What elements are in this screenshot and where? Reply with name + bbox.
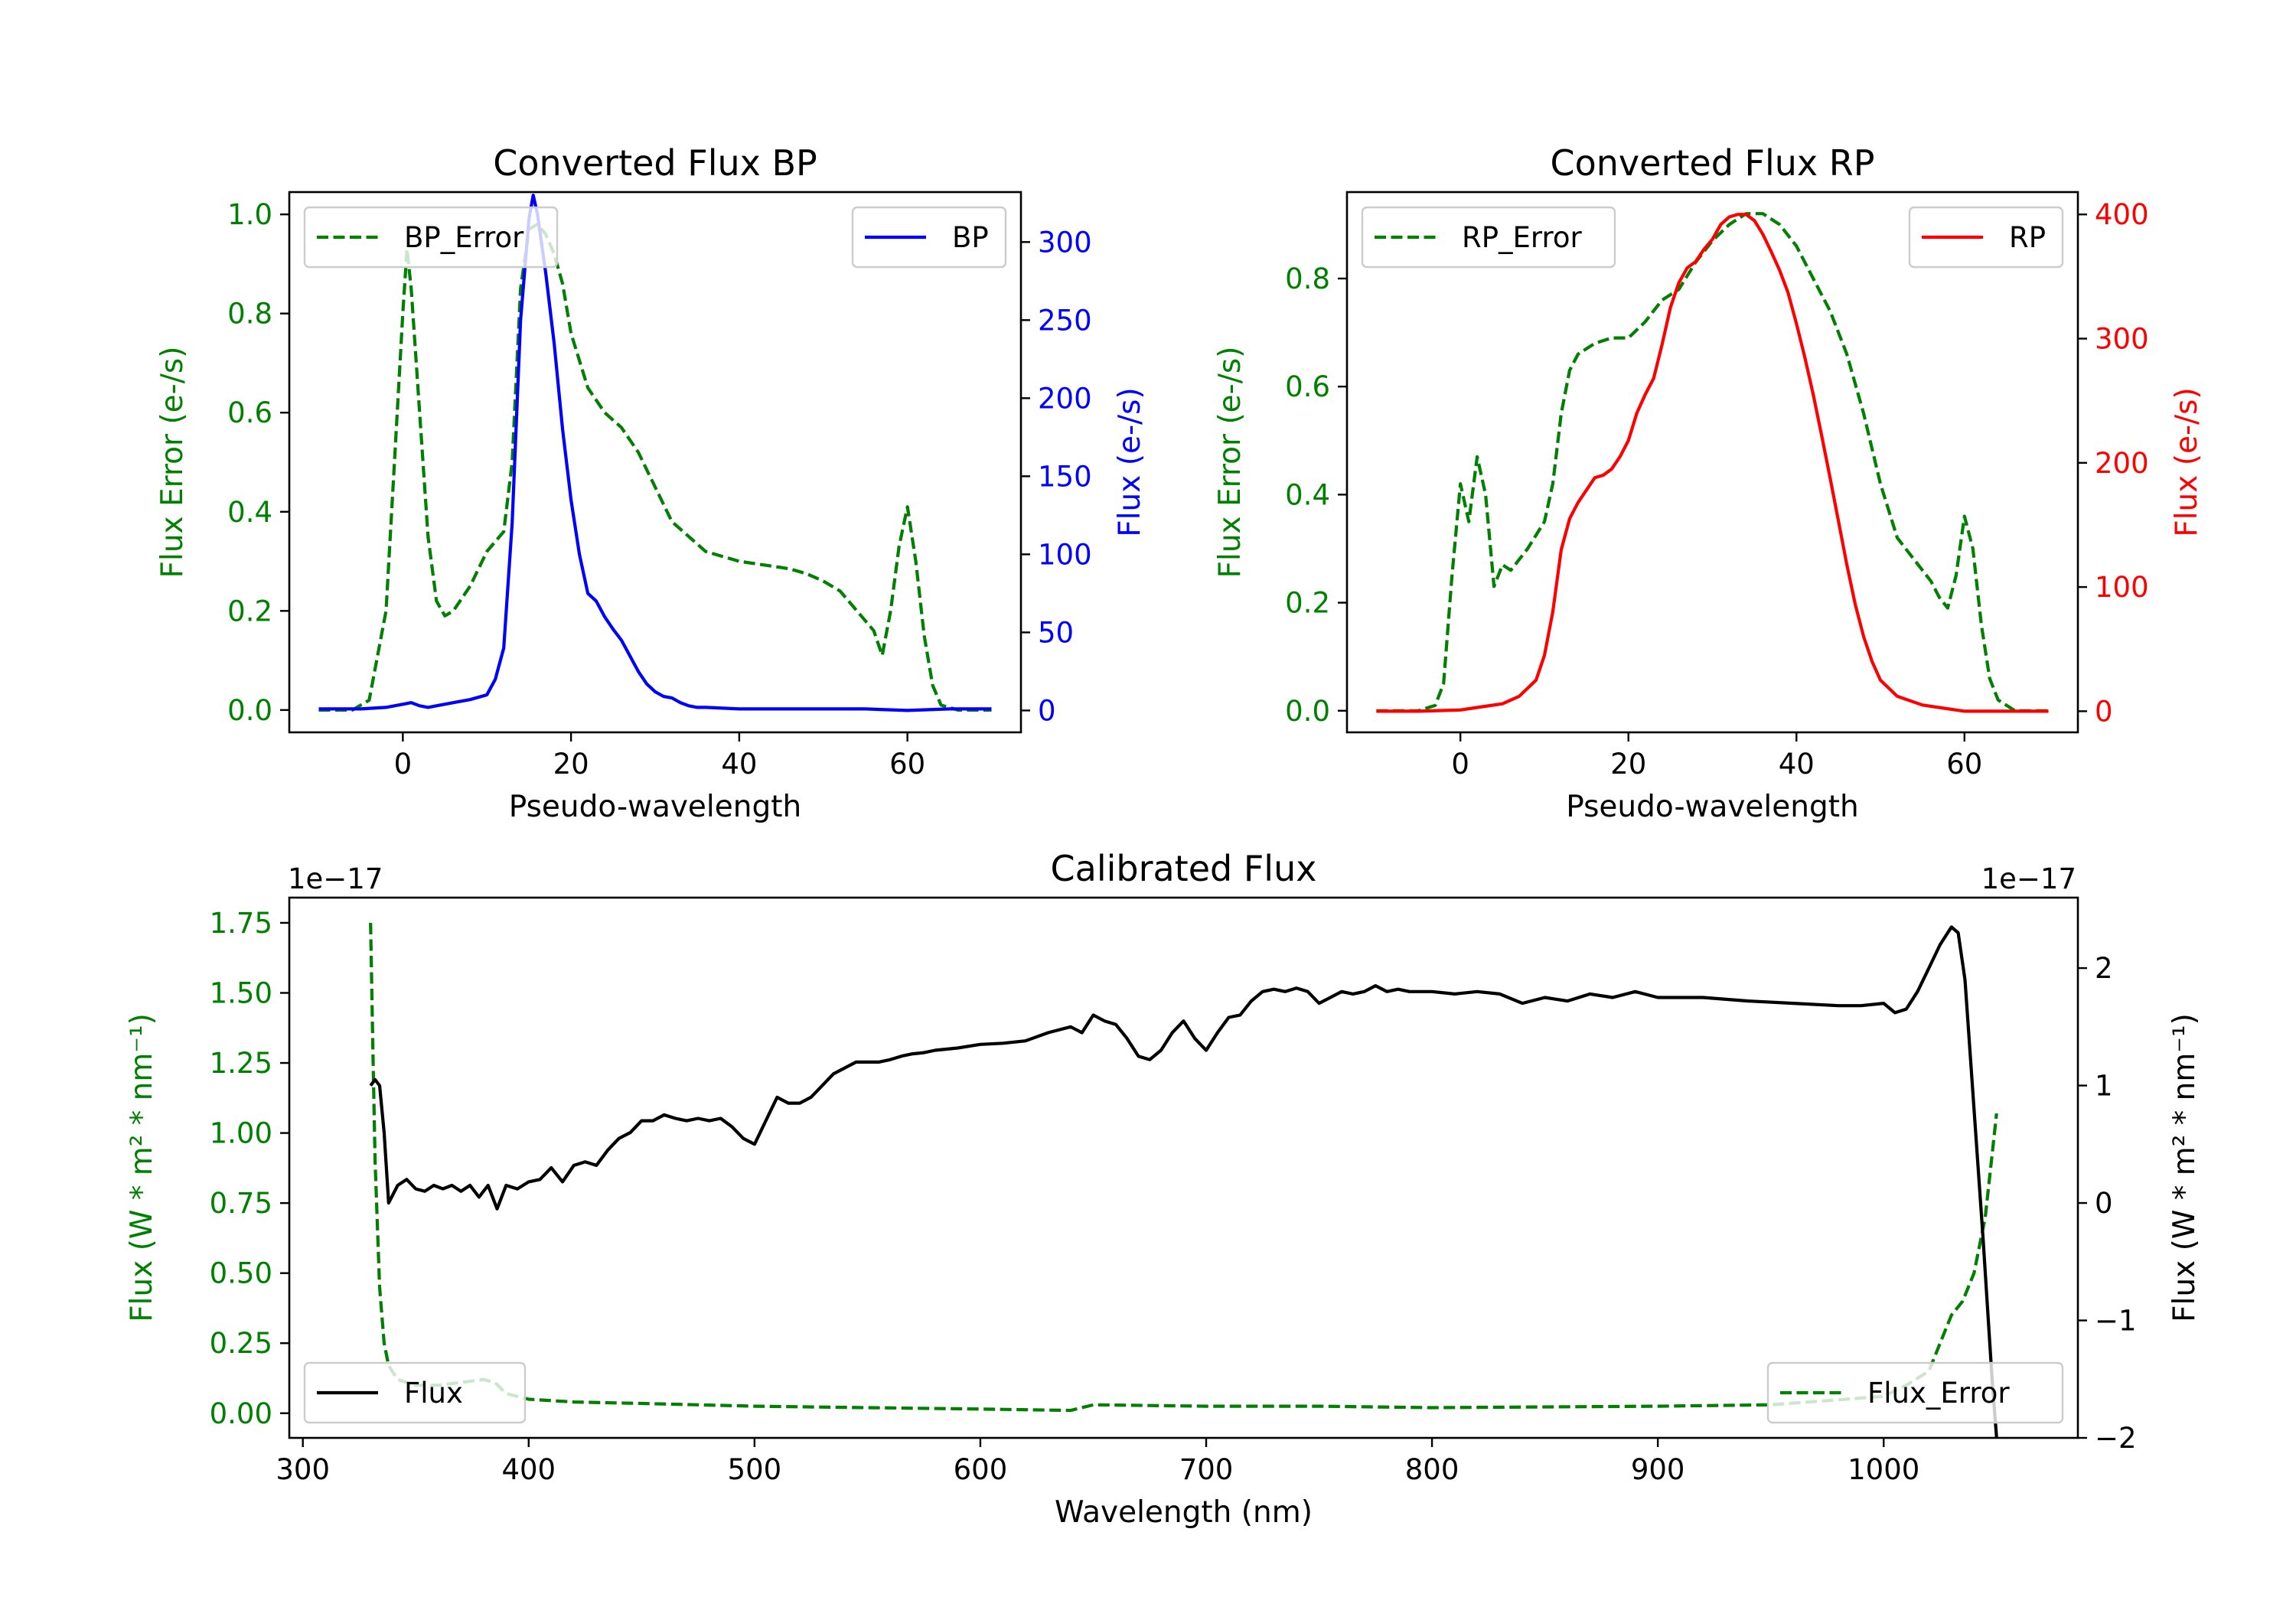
right-tick-label: 300 [2095,323,2149,356]
left-tick-label: 0.0 [227,694,272,727]
legend-left: BP_Error [303,206,559,269]
x-axis-label: Wavelength (nm) [1055,1495,1313,1530]
left-tick-label: 0.2 [1285,587,1330,620]
left-tick-label: 0.4 [227,496,272,529]
chart-title: Converted Flux RP [1551,142,1875,184]
x-tick-label: 500 [728,1453,782,1486]
right-tick-label: 150 [1038,460,1092,493]
right-tick-label: 400 [2095,198,2149,231]
left-tick-label: 0.75 [210,1187,272,1220]
legend-right: RP [1908,206,2064,269]
x-tick-label: 400 [501,1453,556,1486]
left-offset-text: 1e−17 [288,862,383,895]
x-tick-label: 20 [553,748,589,781]
right-tick-label: 200 [1038,382,1092,415]
legend-label: Flux [404,1377,463,1410]
chart-title: Calibrated Flux [1051,848,1317,889]
right-tick-label: 100 [2095,571,2149,604]
series-line-bp-error [318,223,992,712]
x-tick-label: 700 [1179,1453,1234,1486]
right-tick-label: 250 [1038,304,1092,337]
left-tick-label: 0.8 [227,298,272,331]
left-tick-label: 0.2 [227,595,272,627]
right-offset-text: 1e−17 [1981,862,2076,895]
left-axis-label: Flux Error (e-/s) [1213,347,1247,579]
x-axis-label: Pseudo-wavelength [509,790,801,824]
right-tick-label: 50 [1038,616,1074,649]
x-tick-label: 1000 [1848,1453,1919,1486]
right-tick-label: 0 [1038,694,1056,727]
left-tick-label: 0.0 [1285,695,1330,728]
series-line-rp [1376,213,2049,713]
right-tick-label: 0 [2095,695,2113,728]
legend-label: BP_Error [404,221,524,254]
right-tick-label: 0 [2095,1187,2113,1220]
right-tick-label: 300 [1038,226,1092,259]
chart-bp: 0 20 40 60 0.0 0.2 0.4 0.6 0.8 1.0 0 50 100 150 200 250… [155,142,1147,824]
left-tick-label: 0.50 [210,1257,272,1290]
legend-label: RP_Error [1462,221,1582,254]
left-tick-label: 0.6 [1285,370,1330,403]
legend-left: RP_Error [1361,206,1616,269]
right-axis-label: Flux (W * m² * nm⁻¹) [2167,1013,2202,1322]
legend-box [851,206,1007,269]
series-line-flux [369,925,1998,1438]
legend-right: Flux_Error [1766,1361,2064,1424]
x-tick-label: 60 [1946,748,1982,781]
chart-calibrated: 300 400 500 600 700 800 900 1000 0.00 0.25 0.50 0.7… [125,848,2202,1530]
x-tick-label: 300 [276,1453,330,1486]
x-tick-label: 40 [721,748,757,781]
left-tick-label: 0.8 [1285,262,1330,295]
legend-label: BP [952,221,989,254]
series-line-bp [318,194,992,712]
series-line-flux-error [369,922,1998,1413]
x-tick-label: 900 [1631,1453,1685,1486]
x-axis-label: Pseudo-wavelength [1566,790,1858,824]
series-line-rp-error [1376,212,2049,712]
legend-box [303,1361,527,1424]
chart-title: Converted Flux BP [493,142,817,184]
left-axis-label: Flux (W * m² * nm⁻¹) [125,1013,159,1322]
x-tick-label: 600 [954,1453,1008,1486]
left-tick-label: 1.00 [210,1117,272,1150]
legend-box [1361,206,1616,269]
x-tick-label: 800 [1405,1453,1459,1486]
right-tick-label: 100 [1038,538,1092,571]
left-tick-label: 0.00 [210,1397,272,1430]
left-tick-label: 1.50 [210,977,272,1010]
right-axis-label: Flux (e-/s) [2170,387,2204,536]
left-tick-label: 0.25 [210,1327,272,1360]
right-tick-label: 1 [2095,1070,2113,1103]
right-tick-label: −1 [2095,1305,2137,1338]
chart-rp: 0 20 40 60 0.0 0.2 0.4 0.6 0.8 0 100 200 300 400 Conve… [1213,142,2204,824]
left-tick-label: 1.25 [210,1047,272,1080]
legend-label: RP [2009,221,2046,254]
plot-frame [288,896,2079,1439]
left-tick-label: 1.75 [210,907,272,940]
x-tick-label: 60 [889,748,925,781]
right-tick-label: 200 [2095,447,2149,480]
left-tick-label: 0.6 [227,396,272,429]
legend-right: BP [851,206,1007,269]
left-tick-label: 1.0 [227,198,272,231]
legend-left: Flux [303,1361,527,1424]
legend-box [1908,206,2064,269]
plot-frame [1345,191,2079,734]
x-tick-label: 20 [1610,748,1646,781]
right-tick-label: −2 [2095,1422,2137,1455]
plot-frame [288,191,1022,734]
left-axis-label: Flux Error (e-/s) [155,347,190,579]
legend-label: Flux_Error [1867,1377,2010,1410]
x-tick-label: 0 [394,748,413,781]
legend-box [303,206,559,269]
legend-box [1766,1361,2064,1424]
x-tick-label: 40 [1779,748,1815,781]
x-tick-label: 0 [1451,748,1469,781]
right-tick-label: 2 [2095,952,2113,985]
right-axis-label: Flux (e-/s) [1113,387,1147,536]
left-tick-label: 0.4 [1285,478,1330,511]
